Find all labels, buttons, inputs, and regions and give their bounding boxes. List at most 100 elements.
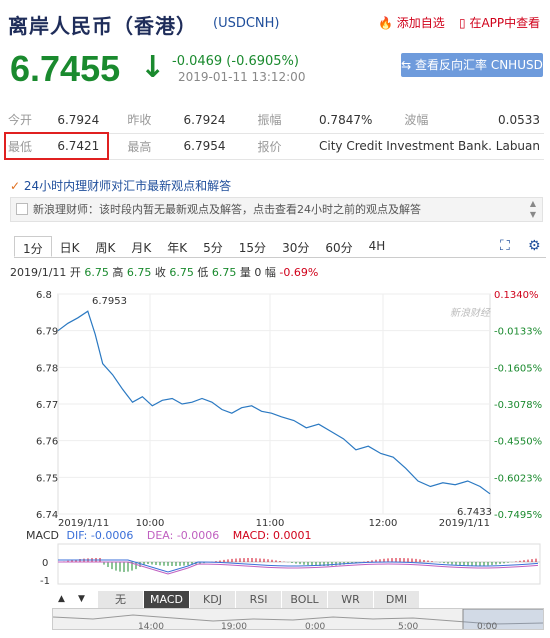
dif-text: DIF: -0.0006 [66, 529, 133, 542]
amp-label: 振幅 [229, 107, 315, 134]
indicator-tabs: 无 MACD KDJ RSI BOLL WR DMI [98, 591, 420, 608]
info-vol: 0 [254, 266, 262, 279]
tab-period[interactable]: 30分 [282, 241, 310, 255]
info-close-label: 收 [154, 266, 166, 279]
page-title: 离岸人民币（香港） [8, 14, 197, 38]
tab-period[interactable]: 周K [95, 241, 116, 255]
dif-line [58, 559, 539, 573]
nav-tick-label: 5:00 [398, 622, 418, 630]
watermark: 新浪财经 [450, 307, 491, 319]
quote-source-value: City Credit Investment Bank. Labuan [314, 133, 544, 160]
dea-text: DEA: -0.0006 [147, 529, 219, 542]
low-label: 6.7433 [457, 507, 492, 518]
info-low: 6.75 [211, 266, 237, 279]
y-tick-label: 6.75 [36, 473, 58, 484]
info-high-label: 高 [112, 266, 124, 279]
reverse-rate-button[interactable]: ⇆ 查看反向汇率 CNHUSD [401, 53, 543, 77]
advisor-news-bar[interactable]: 新浪理财师：该时段内暂无最新观点及解答，点击查看24小时之前的观点及解答 ▲ ▼ [10, 197, 543, 222]
tab-period[interactable]: 1分 [14, 236, 52, 257]
y-tick-label: 6.78 [36, 363, 58, 374]
y-tick-label: 6.79 [36, 327, 58, 338]
advisor-news-link[interactable]: ✓ 24小时内理财师对汇市最新观点和解答 [10, 177, 231, 194]
macd-neg-tick: -1 [40, 576, 50, 587]
tab-period[interactable]: 月K [131, 241, 152, 255]
period-tabs: 1分 日K 周K 月K 年K 5分 15分 30分 60分 4H [14, 236, 546, 258]
tab-period[interactable]: 年K [167, 241, 188, 255]
current-price: 6.7455 [10, 48, 121, 89]
tab-indicator[interactable]: MACD [144, 591, 190, 608]
tab-period[interactable]: 4H [368, 239, 386, 253]
pct-tick-label: -0.7495% [494, 510, 542, 521]
info-open: 6.75 [84, 266, 109, 279]
scroll-arrows-icon[interactable]: ▲ ▼ [529, 199, 536, 219]
dea-label: DEA: [146, 529, 177, 542]
tab-period[interactable]: 60分 [325, 241, 353, 255]
open-value: 6.7924 [53, 107, 104, 134]
tab-indicator[interactable]: RSI [236, 591, 282, 608]
advisor-news-label: 24小时内理财师对汇市最新观点和解答 [23, 179, 232, 193]
pct-tick-label: -0.6023% [494, 473, 542, 484]
symbol-code: (USDCNH) [213, 16, 280, 31]
info-date: 2019/1/11 [10, 266, 67, 279]
tab-indicator[interactable]: WR [328, 591, 374, 608]
high-value: 6.7954 [179, 133, 230, 160]
phone-icon: ▯ [459, 16, 466, 30]
nav-tick-label: 0:00 [305, 622, 325, 630]
candle-info: 2019/1/11 开 6.75 高 6.75 收 6.75 低 6.75 量 … [10, 264, 318, 280]
nav-selection [462, 609, 543, 629]
macd-title: MACD [26, 529, 59, 542]
tab-indicator[interactable]: BOLL [282, 591, 328, 608]
price-change: -0.0469 (-0.6905%) [172, 54, 299, 69]
y-tick-label: 6.8 [36, 290, 52, 301]
wave-label: 波幅 [376, 107, 465, 134]
down-arrow-icon: ↓ [140, 50, 166, 85]
add-favorite-button[interactable]: 🔥 添加自选 [378, 14, 445, 31]
info-range: -0.69% [279, 266, 319, 279]
y-tick-label: 6.76 [36, 437, 58, 448]
fire-icon: 🔥 [378, 16, 393, 30]
tab-indicator[interactable]: KDJ [190, 591, 236, 608]
macd-zero-tick: 0 [42, 558, 48, 569]
x-tick-label: 12:00 [369, 518, 398, 529]
nav-line [53, 614, 543, 625]
tab-period[interactable]: 15分 [238, 241, 267, 255]
open-label: 今开 [4, 107, 54, 134]
dif-label: DIF: [66, 529, 91, 542]
tab-period[interactable]: 5分 [203, 241, 223, 255]
y-tick-label: 6.77 [36, 400, 58, 411]
x-tick-label: 2019/1/11 [58, 518, 109, 529]
low-value: 6.7421 [53, 133, 104, 160]
nav-bg [53, 609, 543, 629]
tab-indicator[interactable]: DMI [374, 591, 420, 608]
pct-tick-label: -0.4550% [494, 437, 542, 448]
prev-value: 6.7924 [179, 107, 230, 134]
check-icon: ✓ [10, 179, 21, 193]
range-navigator[interactable]: 14:00 19:00 0:00 5:00 0:00 [52, 608, 544, 630]
highlight-box [4, 132, 109, 160]
dea-line [58, 561, 539, 575]
tab-period[interactable]: 日K [59, 241, 80, 255]
advisor-news-text: 新浪理财师：该时段内暂无最新观点及解答，点击查看24小时之前的观点及解答 [33, 203, 421, 216]
app-view-button[interactable]: ▯ 在APP中查看 [459, 14, 540, 31]
dea-value: -0.0006 [176, 529, 220, 542]
amp-value: 0.7847% [314, 107, 377, 134]
info-low-label: 低 [197, 266, 209, 279]
quote-table: 今开 6.7924 昨收 6.7924 振幅 0.7847% 波幅 0.0533… [4, 107, 544, 160]
pct-tick-label: -0.0133% [494, 327, 542, 338]
fullscreen-icon[interactable]: ⛶ [500, 238, 510, 254]
settings-icon[interactable]: ⚙ [528, 238, 541, 254]
price-chart[interactable]: 6.8 0.1340% 6.79 -0.0133% 6.78 -0.1605% 6.77 -0… [0, 284, 550, 529]
info-close: 6.75 [169, 266, 194, 279]
scroll-up-button[interactable]: ▲ [58, 594, 65, 604]
tab-indicator[interactable]: 无 [98, 591, 144, 608]
macd-info: MACD DIF: -0.0006 DEA: -0.0006 MACD: 0.0… [26, 529, 311, 542]
swap-icon: ⇆ [401, 58, 412, 72]
x-tick-label: 2019/1/11 [439, 518, 490, 529]
info-high: 6.75 [126, 266, 152, 279]
high-label: 6.7953 [92, 296, 127, 307]
dif-value: -0.0006 [90, 529, 134, 542]
scroll-down-button[interactable]: ▼ [78, 594, 85, 604]
info-vol-label: 量 [239, 266, 251, 279]
advisor-avatar-icon [16, 203, 28, 215]
nav-tick-label: 19:00 [221, 622, 247, 630]
